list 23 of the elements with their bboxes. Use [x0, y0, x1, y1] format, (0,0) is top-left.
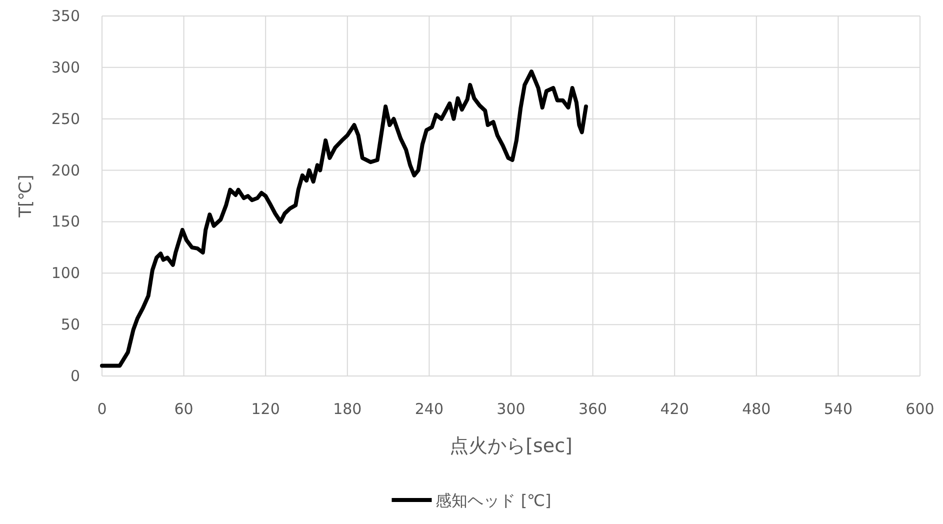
x-axis-title: 点火から[sec]	[450, 435, 572, 457]
legend-label: 感知ヘッド [℃]	[436, 491, 552, 510]
y-tick-label: 300	[51, 58, 80, 76]
y-tick-label: 0	[70, 367, 80, 385]
x-tick-label: 60	[174, 400, 194, 418]
x-tick-label: 540	[824, 400, 853, 418]
x-tick-label: 360	[578, 400, 608, 418]
x-tick-label: 420	[660, 400, 689, 418]
y-tick-label: 250	[51, 110, 80, 128]
y-tick-label: 50	[60, 316, 80, 334]
x-tick-label: 480	[742, 400, 771, 418]
y-tick-label: 100	[51, 264, 80, 282]
x-tick-label: 240	[414, 400, 444, 418]
line-series	[100, 70, 588, 368]
x-tick-label: 0	[97, 400, 107, 418]
x-tick-label: 600	[906, 400, 934, 418]
x-tick-label: 120	[251, 400, 280, 418]
y-tick-label: 200	[51, 161, 80, 180]
y-tick-label: 150	[51, 212, 80, 231]
x-tick-label: 180	[333, 400, 362, 418]
y-axis-title: T[℃]	[16, 174, 36, 218]
y-tick-label: 350	[51, 7, 80, 25]
x-tick-label: 300	[496, 400, 526, 418]
